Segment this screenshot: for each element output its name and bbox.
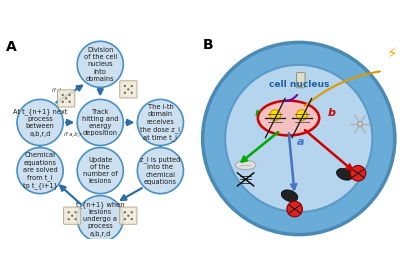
Circle shape xyxy=(77,41,124,87)
Ellipse shape xyxy=(336,168,353,180)
Circle shape xyxy=(75,218,77,220)
Ellipse shape xyxy=(281,190,298,202)
Text: Chemical
equations
are solved
from t_i
to t_{i+1}: Chemical equations are solved from t_i t… xyxy=(23,152,57,189)
Text: At t_{n+1} next
process
between
a,b,r,d: At t_{n+1} next process between a,b,r,d xyxy=(13,108,67,137)
Circle shape xyxy=(77,99,124,145)
Circle shape xyxy=(77,196,124,242)
Text: b: b xyxy=(327,108,335,118)
Circle shape xyxy=(225,65,373,212)
Text: A: A xyxy=(6,40,17,54)
Text: if a,b,r: if a,b,r xyxy=(64,132,82,137)
Text: Division
of the cell
nucleus
into
domains: Division of the cell nucleus into domain… xyxy=(84,47,117,82)
FancyBboxPatch shape xyxy=(119,207,137,224)
Text: t_{n+1} when
lesions
undergo a
process
a,b,r,d: t_{n+1} when lesions undergo a process a… xyxy=(76,201,124,237)
Text: The i-th
domain
receives
the dose z_i
at time t_i: The i-th domain receives the dose z_i at… xyxy=(140,104,180,141)
Text: ⚡: ⚡ xyxy=(387,46,397,61)
Circle shape xyxy=(77,148,124,194)
Text: B: B xyxy=(203,38,213,52)
Circle shape xyxy=(124,218,126,220)
Circle shape xyxy=(65,97,67,99)
Circle shape xyxy=(358,122,363,127)
FancyBboxPatch shape xyxy=(119,81,137,98)
Circle shape xyxy=(131,85,133,87)
Circle shape xyxy=(296,110,307,120)
Circle shape xyxy=(71,215,73,217)
Circle shape xyxy=(68,218,70,220)
Ellipse shape xyxy=(350,165,366,181)
Text: cell nucleus: cell nucleus xyxy=(269,80,329,89)
Circle shape xyxy=(131,218,133,220)
Text: a: a xyxy=(297,137,304,147)
Text: If d: If d xyxy=(52,88,61,93)
Circle shape xyxy=(69,94,71,96)
Circle shape xyxy=(137,99,184,145)
FancyBboxPatch shape xyxy=(296,73,305,88)
Ellipse shape xyxy=(235,160,256,170)
Text: Track
hitting and
energy
deposition: Track hitting and energy deposition xyxy=(82,109,119,136)
Circle shape xyxy=(131,211,133,213)
Circle shape xyxy=(137,148,184,194)
Text: z_i is putted
into the
chemical
equations: z_i is putted into the chemical equation… xyxy=(140,156,180,185)
Ellipse shape xyxy=(258,101,319,135)
Circle shape xyxy=(124,92,126,94)
Circle shape xyxy=(124,85,126,87)
FancyBboxPatch shape xyxy=(58,90,75,107)
Circle shape xyxy=(270,110,281,120)
Circle shape xyxy=(17,99,63,145)
Circle shape xyxy=(75,211,77,213)
Text: r: r xyxy=(255,108,260,118)
Circle shape xyxy=(68,211,70,213)
Circle shape xyxy=(62,101,64,103)
Circle shape xyxy=(69,101,71,103)
Circle shape xyxy=(127,88,130,91)
FancyBboxPatch shape xyxy=(63,207,81,224)
Circle shape xyxy=(62,94,64,96)
Circle shape xyxy=(131,92,133,94)
Circle shape xyxy=(203,42,395,235)
Circle shape xyxy=(124,211,126,213)
Circle shape xyxy=(17,148,63,194)
Circle shape xyxy=(127,215,130,217)
Text: Update
of the
number of
lesions: Update of the number of lesions xyxy=(83,157,117,184)
Ellipse shape xyxy=(287,201,302,217)
